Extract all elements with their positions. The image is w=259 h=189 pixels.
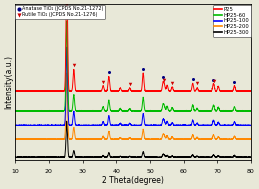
X-axis label: 2 Theta(degree): 2 Theta(degree) — [102, 176, 164, 185]
Y-axis label: Intensity(a.u.): Intensity(a.u.) — [4, 55, 13, 109]
Legend: Anatase TiO₂ (JCPDS No.21-1272), Rutile TiO₂ (JCPDS No.21-1276): Anatase TiO₂ (JCPDS No.21-1272), Rutile … — [15, 5, 105, 19]
